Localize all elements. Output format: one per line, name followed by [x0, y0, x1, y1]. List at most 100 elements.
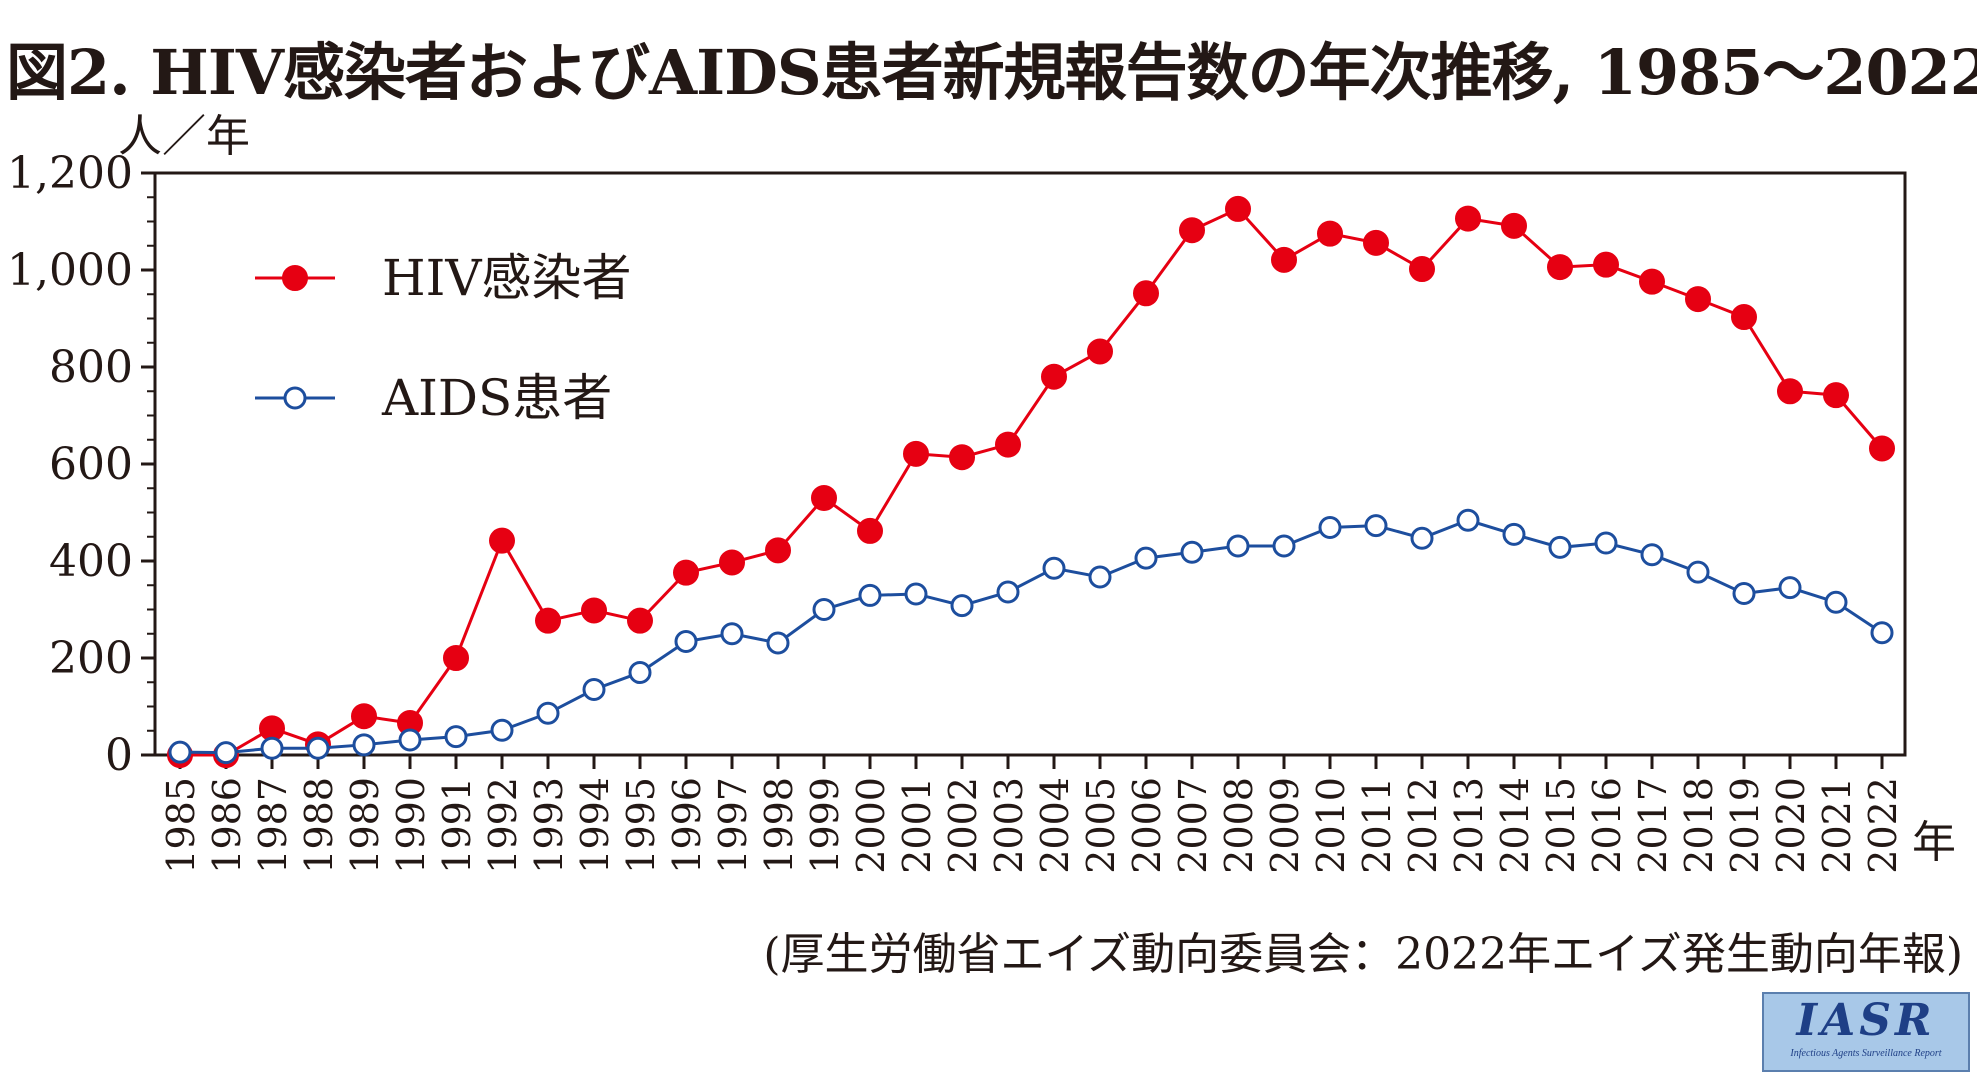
y-tick-label: 1,000: [7, 245, 133, 296]
data-point: [1777, 378, 1803, 405]
data-point: [720, 622, 744, 646]
data-point: [995, 431, 1021, 458]
x-tick-label: 2021: [1815, 777, 1859, 874]
x-tick-label: 1997: [711, 777, 755, 874]
data-point: [1041, 363, 1067, 390]
data-point: [489, 527, 515, 554]
data-point: [1226, 534, 1250, 558]
data-point: [1087, 338, 1113, 365]
x-tick-label: 2019: [1723, 777, 1767, 874]
series-hiv: [167, 195, 1895, 768]
data-point: [858, 583, 882, 607]
data-point: [1410, 526, 1434, 550]
legend-marker: [283, 386, 307, 410]
data-point: [765, 537, 791, 564]
data-point: [1640, 543, 1664, 567]
y-tick-label: 1,200: [7, 148, 133, 199]
x-tick-label: 2002: [941, 777, 985, 874]
data-point: [1548, 535, 1572, 559]
x-tick-label: 2001: [895, 777, 939, 874]
data-point: [1823, 382, 1849, 409]
data-point: [673, 559, 699, 586]
data-point: [490, 718, 514, 742]
x-tick-label: 1986: [205, 777, 249, 874]
data-point: [1870, 621, 1894, 645]
data-point: [398, 728, 422, 752]
data-point: [1318, 516, 1342, 540]
x-tick-label: 1992: [481, 777, 525, 874]
data-point: [628, 661, 652, 685]
x-tick-label: 2020: [1769, 777, 1813, 874]
data-point: [674, 630, 698, 654]
x-tick-label: 2017: [1631, 777, 1675, 874]
data-point: [904, 582, 928, 606]
data-point: [444, 725, 468, 749]
data-point: [1594, 531, 1618, 555]
y-tick-label: 0: [105, 730, 133, 781]
series-aids: [168, 508, 1894, 765]
data-point: [1686, 560, 1710, 584]
data-point: [582, 678, 606, 702]
data-point: [1134, 546, 1158, 570]
x-tick-label: 2004: [1033, 777, 1077, 874]
data-point: [1639, 268, 1665, 295]
x-tick-label: 2010: [1309, 777, 1353, 874]
data-point: [1869, 435, 1895, 462]
x-tick-label: 2018: [1677, 777, 1721, 874]
iasr-logo: IASR Infectious Agents Surveillance Repo…: [1762, 992, 1970, 1072]
data-point: [1409, 256, 1435, 283]
x-axis: 1985 1986 1987 1988 1989 1990 1991 1992 1993 1994…: [159, 755, 1905, 874]
y-tick-label: 600: [49, 439, 133, 490]
data-point: [1179, 217, 1205, 244]
x-tick-label: 1990: [389, 777, 433, 874]
legend-marker: [282, 265, 308, 291]
legend-label: AIDS患者: [381, 369, 612, 427]
data-point: [306, 736, 330, 760]
x-tick-label: 2012: [1401, 777, 1445, 874]
data-point: [1502, 522, 1526, 546]
data-point: [1133, 280, 1159, 307]
data-point: [1180, 540, 1204, 564]
x-tick-label: 2005: [1079, 777, 1123, 874]
x-tick-label: 1985: [159, 777, 203, 874]
x-tick-label: 2007: [1171, 777, 1215, 874]
data-point: [168, 740, 192, 764]
data-point: [1456, 508, 1480, 532]
x-tick-label: 1991: [435, 777, 479, 874]
data-point: [1731, 304, 1757, 331]
data-point: [949, 444, 975, 471]
data-point: [1455, 205, 1481, 232]
data-point: [1778, 576, 1802, 600]
data-point: [351, 703, 377, 730]
legend: HIV感染者 AIDS患者: [255, 249, 631, 427]
data-point: [950, 594, 974, 618]
y-axis: 0 200 400 600 800 1,000 1,200: [7, 148, 155, 781]
y-tick-label: 200: [49, 633, 133, 684]
y-tick-label: 800: [49, 342, 133, 393]
data-point: [1824, 590, 1848, 614]
data-point: [1317, 220, 1343, 247]
data-point: [812, 598, 836, 621]
x-tick-label: 2003: [987, 777, 1031, 874]
x-tick-label: 1994: [573, 777, 617, 874]
data-point: [719, 549, 745, 576]
x-tick-label: 1987: [251, 777, 295, 874]
legend-label: HIV感染者: [382, 249, 631, 307]
data-point: [1501, 212, 1527, 239]
data-point: [903, 440, 929, 467]
data-point: [1225, 195, 1251, 222]
x-tick-label: 2013: [1447, 777, 1491, 874]
data-point: [214, 741, 238, 765]
x-tick-label: 1989: [343, 777, 387, 874]
data-point: [857, 517, 883, 544]
data-point: [1685, 286, 1711, 313]
data-point: [1593, 251, 1619, 278]
data-point: [1363, 229, 1389, 256]
data-point: [811, 484, 837, 511]
x-tick-label: 2014: [1493, 777, 1537, 874]
data-point: [1547, 254, 1573, 281]
logo-text: IASR: [1796, 995, 1936, 1046]
x-tick-label: 1993: [527, 777, 571, 874]
data-point: [1364, 514, 1388, 538]
